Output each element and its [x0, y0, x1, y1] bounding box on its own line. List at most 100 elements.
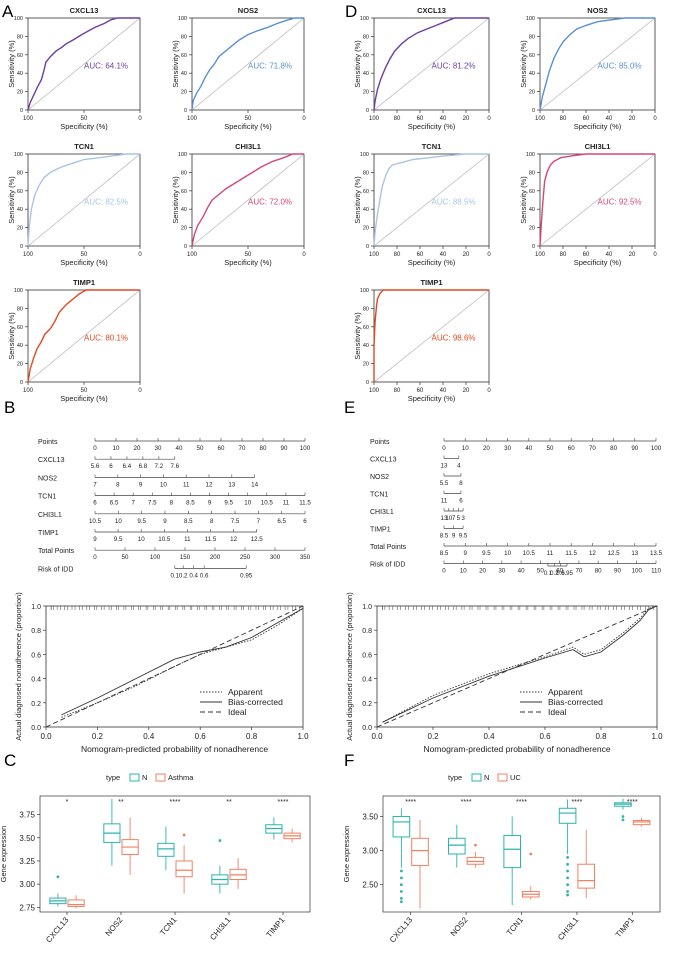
x-tick-label: NOS2	[449, 915, 470, 938]
nomogram-tick-label: 50	[547, 445, 554, 452]
roc-title: NOS2	[587, 6, 607, 15]
nomogram-tick-label: 10	[460, 568, 467, 575]
nomogram-tick-label: 70	[575, 568, 582, 575]
nomogram-tick-label: 110	[651, 568, 661, 575]
x-axis-label: Specificity (%)	[224, 122, 272, 131]
legend-swatch	[155, 773, 166, 782]
legend-label: Apparent	[228, 687, 263, 697]
y-axis-label: Sensitivity (%)	[353, 40, 362, 88]
nomogram-tick-label: 9.5	[224, 500, 233, 507]
y-tick-label: 0	[366, 108, 369, 114]
nomogram-tick-label: 11	[441, 498, 448, 505]
x-tick-label: CHI3L1	[208, 915, 233, 942]
legend-label: Apparent	[548, 687, 583, 697]
x-tick-label: 100	[535, 116, 546, 122]
roc-frame	[539, 17, 656, 111]
y-tick-label: 80	[17, 306, 23, 312]
x-tick-label: 0.0	[371, 732, 383, 741]
nomogram-tick-label: 30	[498, 568, 505, 575]
x-tick-label: 1.0	[651, 732, 663, 741]
nomogram-tick-label: 11	[184, 536, 191, 543]
x-tick-label: 1.0	[297, 732, 309, 741]
roc-curve	[191, 153, 304, 247]
x-tick-label: 50	[81, 388, 88, 394]
y-tick-label: 80	[17, 34, 23, 40]
nomogram-tick-label: 11.5	[565, 550, 577, 557]
box-body	[67, 899, 85, 907]
auc-label: AUC: 64.1%	[84, 62, 128, 71]
nomogram-tick-label: 100	[651, 445, 662, 452]
nomogram-tick-label: 7.6	[170, 463, 179, 470]
x-tick-label: 0.2	[427, 732, 439, 741]
y-tick-label: 0.0	[31, 725, 41, 732]
auc-label: AUC: 85.0%	[598, 62, 642, 71]
nomogram-tick-label: 0	[442, 568, 446, 575]
nomogram-tick-label: 12	[230, 536, 237, 543]
x-axis-label: Specificity (%)	[408, 122, 456, 131]
y-tick-label: 20	[17, 226, 23, 232]
x-tick-label: 20	[463, 388, 470, 394]
x-tick-label: 0	[138, 252, 142, 258]
roc-title: TIMP1	[420, 278, 442, 287]
y-tick-label: 0	[532, 108, 535, 114]
y-axis-label: Gene expression	[342, 826, 351, 883]
calibration-line-solid	[382, 605, 658, 723]
nomogram-tick-label: 13	[228, 481, 235, 488]
y-tick-label: 100	[526, 16, 535, 22]
nomogram-tick-label: 7	[257, 518, 261, 525]
nomogram-tick-label: 6	[459, 498, 463, 505]
y-tick-label: 40	[363, 207, 369, 213]
nomogram-tick-label: 350	[300, 554, 311, 561]
box-outlier	[566, 856, 569, 859]
nomogram-row-label: Total Points	[38, 548, 75, 555]
x-tick-label: CHI3L1	[556, 915, 581, 942]
y-axis-label: Sensitivity (%)	[519, 40, 528, 88]
x-tick-label: 60	[417, 388, 424, 394]
legend-title: type	[106, 773, 120, 782]
y-tick-label: 20	[17, 362, 23, 368]
y-tick-label: 0	[20, 380, 23, 386]
x-tick-label: 60	[417, 116, 424, 122]
auc-label: AUC: 88.5%	[432, 198, 476, 207]
roc-diagonal	[373, 153, 490, 247]
box-outlier	[399, 883, 403, 887]
nomogram-tick-label: 0	[442, 445, 446, 452]
nomogram-tick-label: 90	[614, 568, 621, 575]
boxplot-frame	[39, 795, 311, 913]
nomogram-tick-label: 8	[170, 500, 174, 507]
box-body	[392, 815, 411, 838]
y-tick-label: 0.6	[31, 652, 41, 659]
x-tick-label: 80	[394, 252, 401, 258]
significance-label: **	[226, 799, 232, 806]
x-tick-label: 0	[487, 388, 491, 394]
nomogram-tick-label: 11	[183, 481, 190, 488]
legend-label: Bias-corrected	[548, 697, 603, 707]
y-tick-label: 3.50	[19, 834, 35, 843]
nomogram-row-label: Total Points	[370, 544, 407, 551]
box-body	[447, 837, 466, 855]
nomogram-row-label: CHI3L1	[370, 509, 394, 516]
roc-diagonal	[27, 17, 141, 111]
significance-label: ****	[170, 799, 181, 806]
y-tick-label: 100	[178, 152, 187, 158]
legend-title: type	[448, 773, 462, 782]
roc-curve	[373, 153, 489, 247]
y-tick-label: 60	[363, 325, 369, 331]
x-axis-label: Specificity (%)	[574, 122, 622, 131]
y-tick-label: 100	[360, 288, 369, 294]
nomogram-tick-label: 10	[160, 481, 167, 488]
y-tick-label: 60	[17, 53, 23, 59]
y-tick-label: 2.75	[19, 903, 35, 912]
x-tick-label: 0.6	[539, 732, 551, 741]
y-axis-label: Sensitivity (%)	[7, 312, 16, 360]
x-tick-label: 100	[23, 116, 34, 122]
y-tick-label: 60	[529, 189, 535, 195]
nomogram-tick-label: 200	[210, 554, 221, 561]
legend-label: Asthma	[168, 773, 194, 782]
y-tick-label: 80	[529, 34, 535, 40]
x-axis-label: Specificity (%)	[224, 258, 272, 267]
nomogram-row-label: TIMP1	[370, 527, 391, 534]
roc-frame	[373, 153, 490, 247]
roc-title: CXCL13	[417, 6, 446, 15]
x-tick-label: 100	[187, 252, 198, 258]
